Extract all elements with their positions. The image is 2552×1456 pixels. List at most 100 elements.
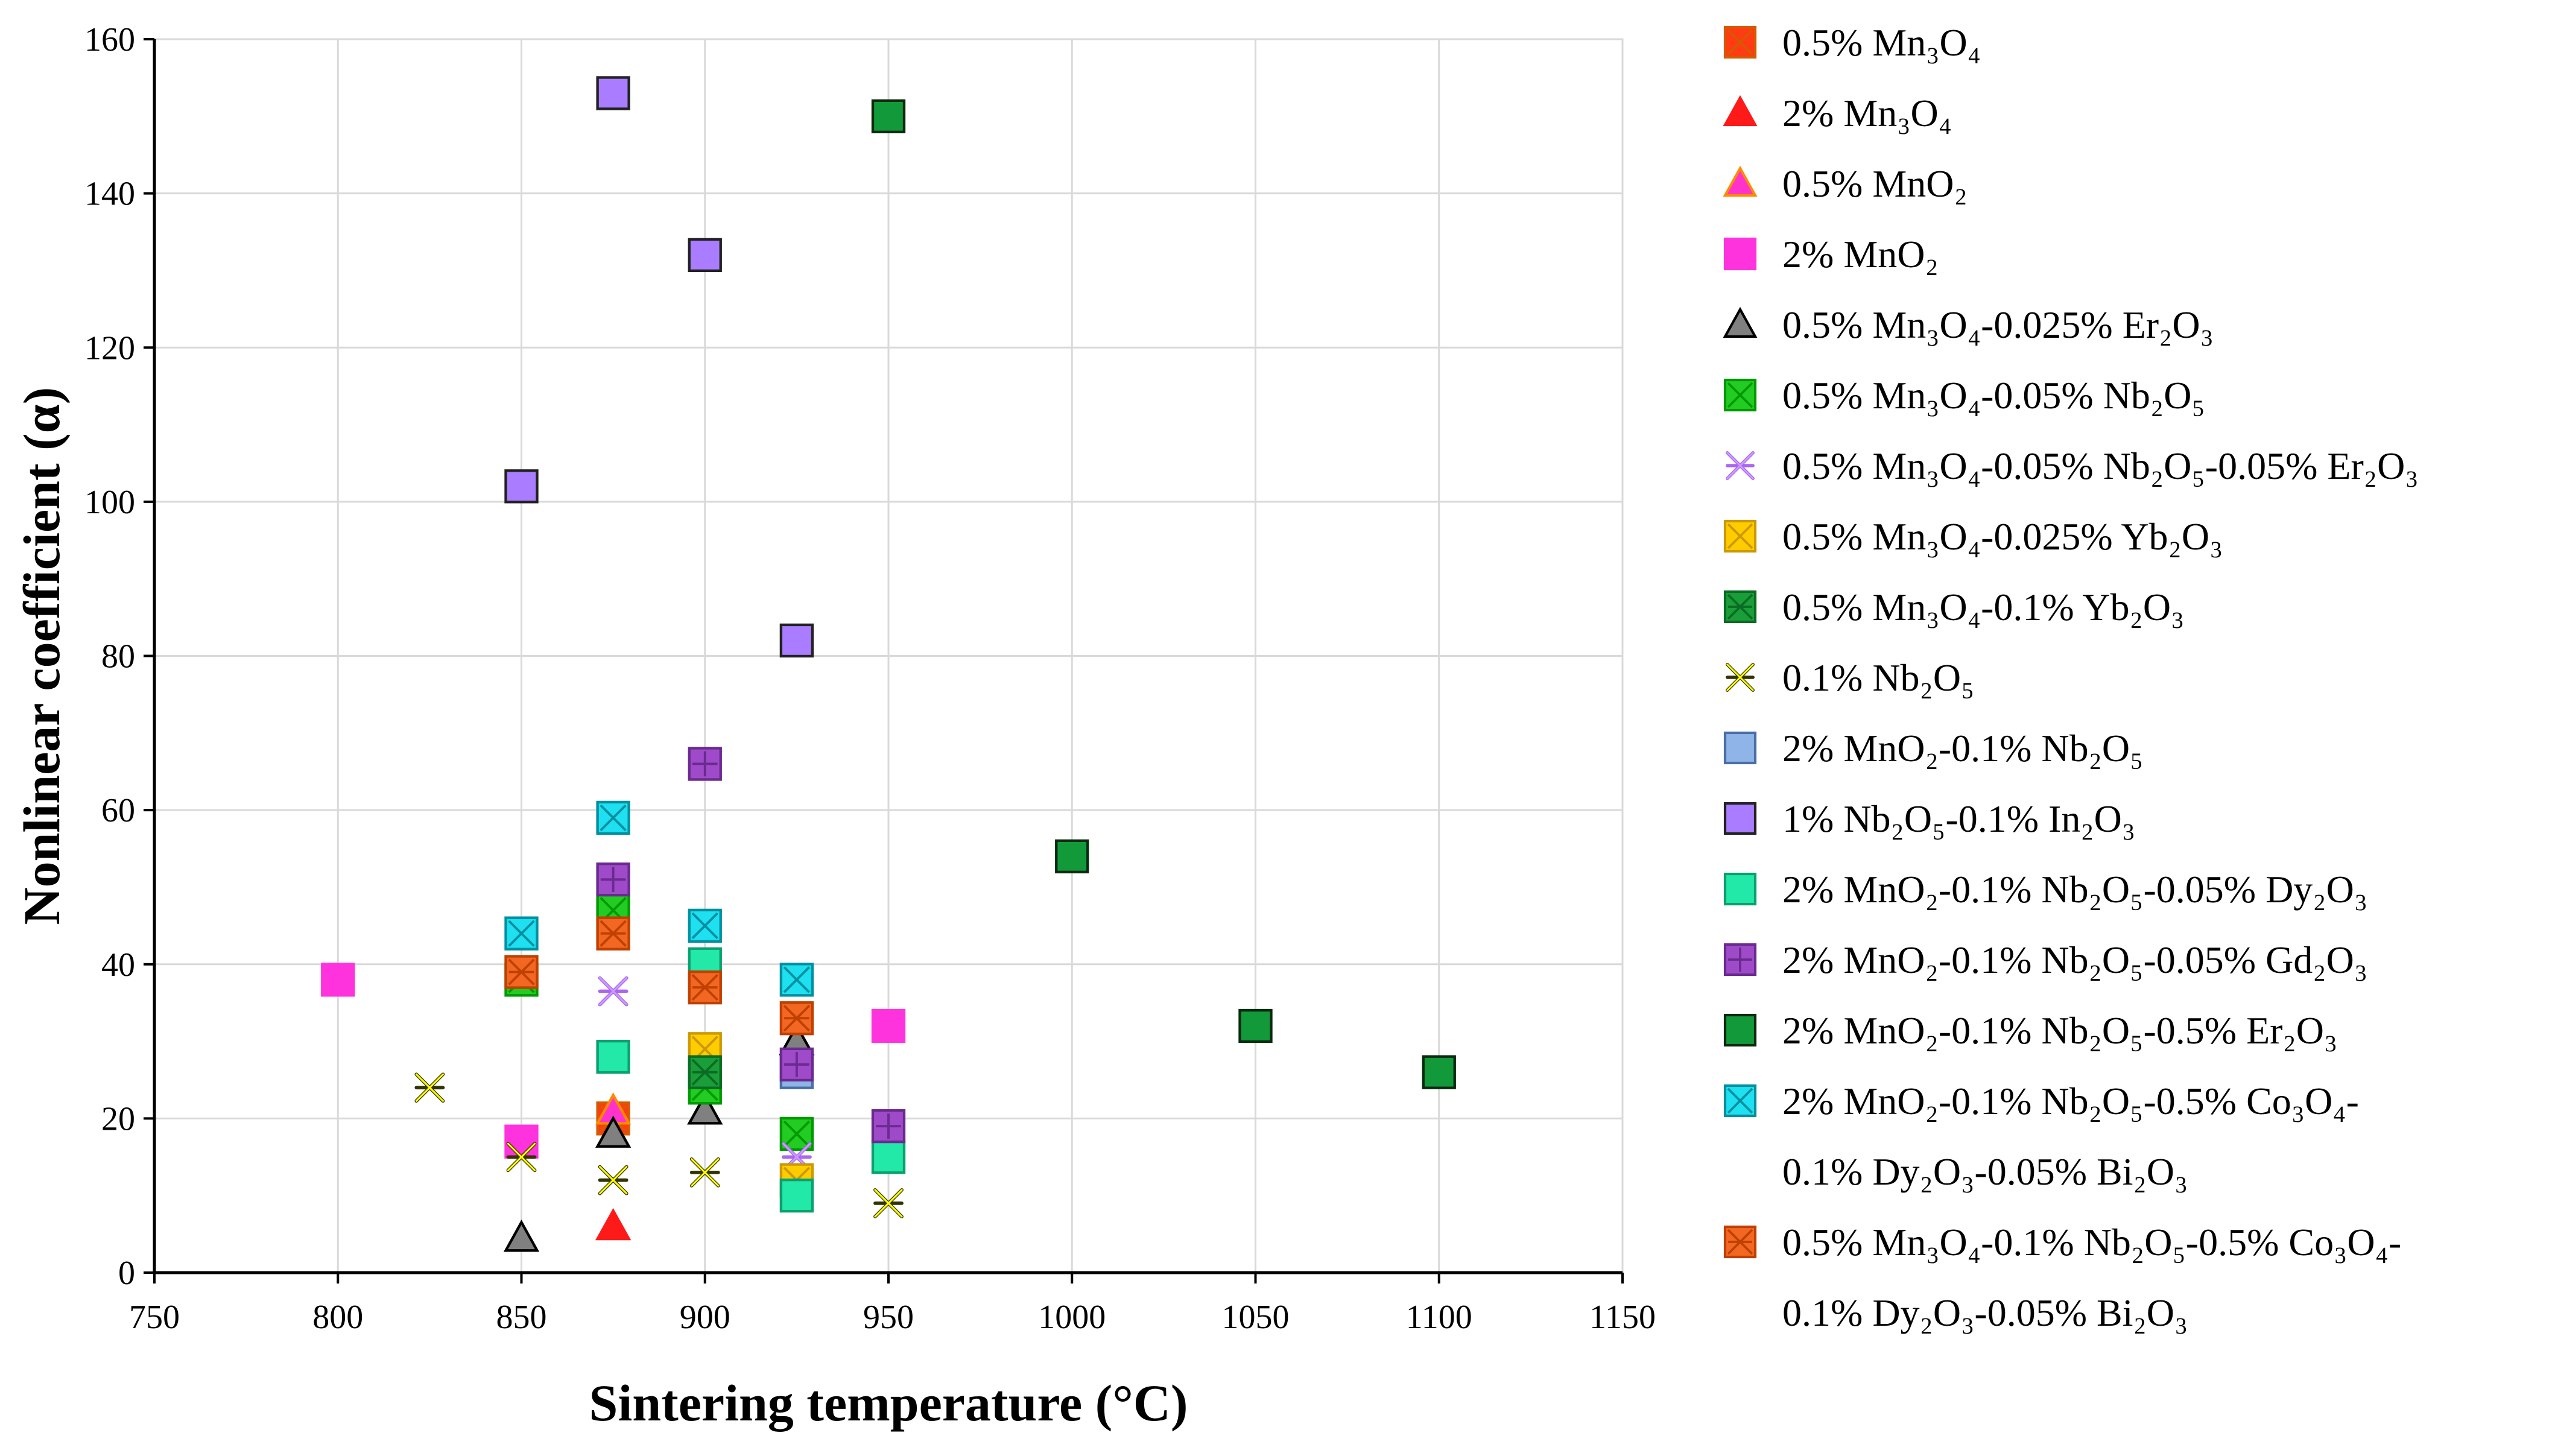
legend-item: 2% MnO₂-0.1% Nb₂O₅-0.05% Gd₂O₃ (1723, 938, 2367, 981)
data-point (504, 916, 539, 951)
y-tick-label: 60 (101, 792, 135, 829)
legend-label: 2% MnO₂-0.1% Nb₂O₅-0.05% Dy₂O₃ (1782, 868, 2367, 911)
data-point (871, 99, 906, 133)
x-tick-label: 750 (129, 1299, 180, 1336)
legend-item: 2% MnO₂-0.1% Nb₂O₅-0.05% Dy₂O₃ (1723, 868, 2367, 911)
legend-marker (1726, 451, 1755, 480)
legend: 0.5% Mn₃O₄ 2% Mn₃O₄ 0.5% MnO₂ 2% MnO₂ 0.5% M… (1723, 21, 2419, 1334)
data-point (504, 955, 539, 989)
y-axis-title: Nonlinear coefficient (α) (13, 387, 71, 925)
legend-label: 0.5% Mn₃O₄-0.05% Nb₂O₅-0.05% Er₂O₃ (1782, 445, 2419, 487)
data-point (689, 1157, 720, 1188)
y-tick-label: 20 (101, 1100, 135, 1138)
data-point (595, 1115, 632, 1148)
legend-marker (1723, 731, 1757, 765)
data-point (506, 1142, 537, 1173)
legend-label: 0.5% Mn₃O₄-0.1% Yb₂O₃ (1782, 586, 2184, 628)
y-tick-label: 0 (118, 1255, 135, 1292)
x-tick-label: 950 (863, 1299, 914, 1336)
data-point (687, 1092, 723, 1125)
legend-label: 2% MnO₂-0.1% Nb₂O₅-0.05% Gd₂O₃ (1782, 938, 2367, 981)
legend-marker (1723, 519, 1757, 553)
data-point (504, 1124, 539, 1159)
legend-label: 2% Mn₃O₄ (1782, 92, 1952, 135)
data-point (779, 623, 814, 658)
y-tick-label: 100 (84, 484, 135, 521)
legend-marker (1723, 95, 1758, 127)
data-point (871, 1008, 906, 1043)
legend-label: 0.1% Nb₂O₅ (1782, 656, 1974, 699)
legend-label: 0.5% Mn₃O₄-0.025% Yb₂O₃ (1782, 515, 2223, 558)
x-axis-title: Sintering temperature (°C) (589, 1374, 1188, 1432)
legend-item: 0.5% Mn₃O₄-0.05% Nb₂O₅-0.05% Er₂O₃ (1726, 445, 2419, 487)
data-point (871, 1140, 906, 1174)
data-point (414, 1072, 445, 1103)
data-point (688, 970, 722, 1005)
legend-label: 0.5% Mn₃O₄-0.1% Nb₂O₅-0.5% Co₃O₄- (1782, 1221, 2401, 1264)
data-point (1422, 1055, 1456, 1089)
y-tick-label: 160 (84, 21, 135, 59)
legend-marker (1723, 237, 1757, 271)
data-points (321, 76, 1456, 1252)
legend-marker (1723, 378, 1757, 412)
x-tick-label: 800 (312, 1299, 363, 1336)
legend-marker (1723, 306, 1758, 338)
legend-label: 0.1% Dy₂O₃-0.05% Bi₂O₃ (1782, 1150, 2188, 1193)
legend-item: 1% Nb₂O₅-0.1% In₂O₃ (1723, 797, 2135, 840)
legend-item: 0.5% Mn₃O₄-0.025% Yb₂O₃ (1723, 515, 2223, 558)
legend-label: 0.1% Dy₂O₃-0.05% Bi₂O₃ (1782, 1291, 2188, 1334)
legend-item: 2% MnO₂-0.1% Nb₂O₅-0.5% Co₃O₄- 0.1% Dy₂O₃… (1723, 1080, 2359, 1193)
legend-label: 2% MnO₂-0.1% Nb₂O₅ (1782, 727, 2143, 770)
data-point (598, 1165, 629, 1195)
x-tick-label: 900 (680, 1299, 730, 1336)
legend-label: 2% MnO₂ (1782, 233, 1939, 276)
data-point (503, 1220, 540, 1252)
legend-marker (1723, 872, 1757, 906)
x-tick-label: 1050 (1222, 1299, 1290, 1336)
legend-marker (1723, 25, 1757, 59)
legend-item: 2% MnO₂-0.1% Nb₂O₅-0.5% Er₂O₃ (1723, 1009, 2337, 1052)
legend-item: 0.5% Mn₃O₄-0.1% Nb₂O₅-0.5% Co₃O₄- 0.1% Dy… (1723, 1221, 2401, 1334)
data-point (688, 908, 722, 943)
x-tick-label: 1000 (1038, 1299, 1106, 1336)
data-point (779, 1179, 814, 1213)
data-point (504, 469, 539, 504)
legend-label: 1% Nb₂O₅-0.1% In₂O₃ (1782, 797, 2135, 840)
legend-item: 0.5% MnO₂ (1723, 162, 1968, 205)
data-point (595, 1208, 632, 1241)
legend-marker (1726, 663, 1755, 692)
legend-marker (1723, 165, 1758, 197)
data-point (779, 1047, 814, 1082)
data-point (596, 800, 630, 835)
legend-label: 0.5% Mn₃O₄-0.025% Er₂O₃ (1782, 303, 2214, 346)
legend-marker (1723, 802, 1757, 835)
data-point (779, 963, 814, 997)
legend-item: 0.5% Mn₃O₄-0.025% Er₂O₃ (1723, 303, 2214, 346)
legend-item: 0.5% Mn₃O₄ (1723, 21, 1981, 64)
legend-marker (1723, 1084, 1757, 1118)
data-point (596, 1039, 630, 1074)
data-point (1238, 1008, 1273, 1043)
legend-marker (1723, 590, 1757, 624)
legend-item: 2% MnO₂ (1723, 233, 1939, 276)
x-tick-label: 1100 (1406, 1299, 1472, 1336)
data-point (596, 76, 630, 110)
legend-label: 0.5% Mn₃O₄-0.05% Nb₂O₅ (1782, 374, 2205, 417)
data-point (688, 747, 722, 781)
data-point (688, 238, 722, 273)
y-tick-label: 40 (101, 946, 135, 984)
data-point (688, 1055, 722, 1089)
legend-item: 0.5% Mn₃O₄-0.1% Yb₂O₃ (1723, 586, 2184, 628)
data-point (596, 916, 630, 951)
data-point (596, 862, 630, 897)
gridlines (154, 38, 1624, 1273)
x-tick-label: 1150 (1589, 1299, 1656, 1336)
legend-marker (1723, 1013, 1757, 1047)
data-point (779, 1001, 814, 1036)
ticks: 0 20 40 60 80 100 120 140 160 750 800 850 900 950 1000… (84, 21, 1656, 1336)
y-tick-label: 80 (101, 638, 135, 676)
y-tick-label: 120 (84, 329, 135, 367)
legend-item: 2% MnO₂-0.1% Nb₂O₅ (1723, 727, 2143, 770)
data-point (598, 976, 629, 1007)
